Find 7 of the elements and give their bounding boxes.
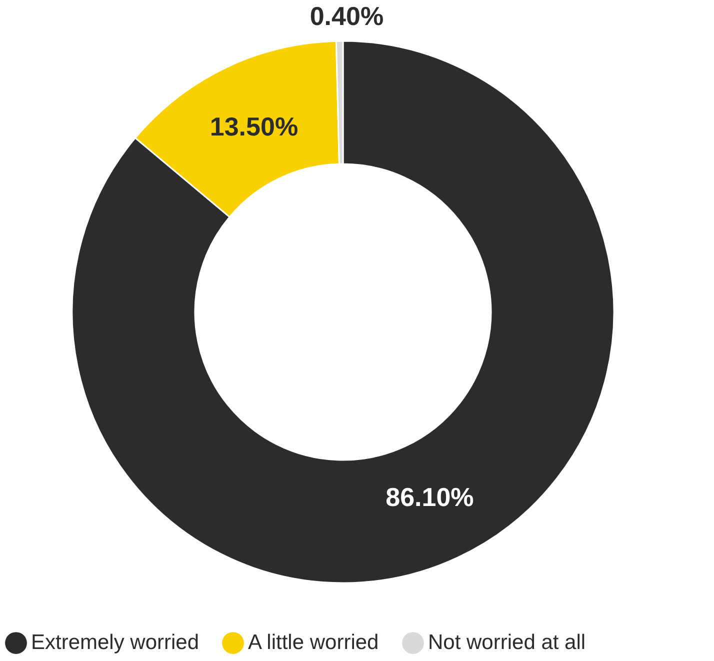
donut-slice <box>72 40 615 584</box>
data-label: 13.50% <box>210 111 298 142</box>
legend-label: A little worried <box>248 631 379 654</box>
data-label: 0.40% <box>310 1 384 32</box>
legend-label: Extremely worried <box>31 631 200 654</box>
data-label: 86.10% <box>386 482 474 512</box>
legend-label: Not worried at all <box>428 631 586 654</box>
